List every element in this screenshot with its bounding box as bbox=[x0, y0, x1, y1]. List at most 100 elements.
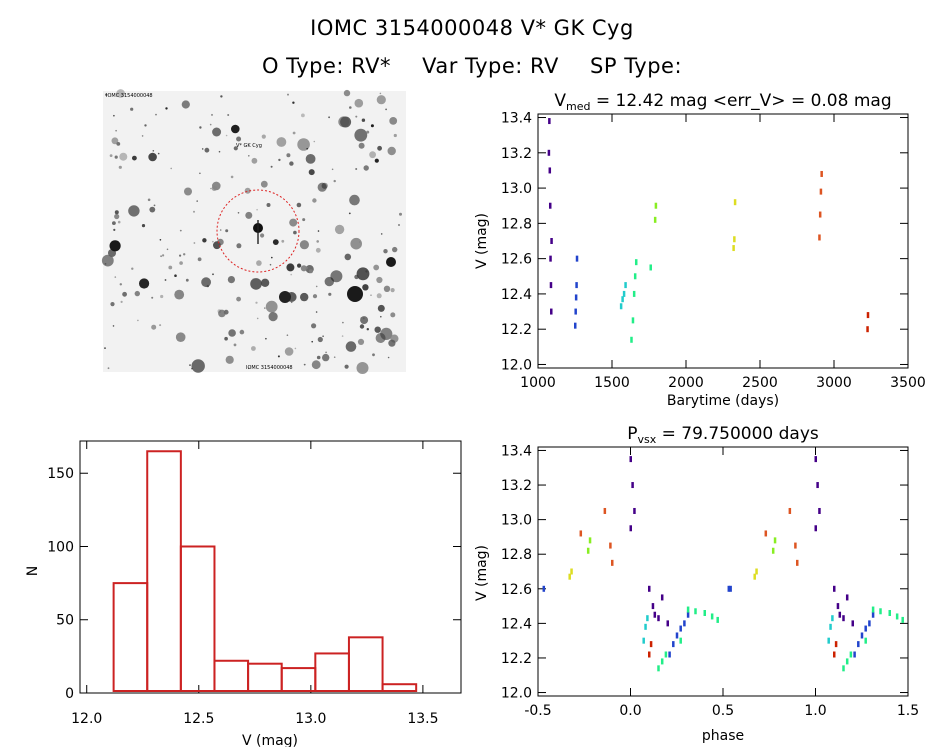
phased-point bbox=[901, 616, 904, 623]
lightcurve-point bbox=[632, 290, 636, 297]
finder-star bbox=[193, 242, 196, 244]
finder-star bbox=[377, 145, 382, 151]
histogram-xlabel: V (mag) bbox=[242, 733, 298, 747]
phased-point bbox=[753, 573, 756, 580]
lightcurve-point bbox=[619, 303, 623, 310]
finder-star bbox=[157, 152, 160, 155]
lightcurve-ylabel: V (mag) bbox=[474, 213, 490, 269]
finder-star bbox=[287, 93, 289, 96]
finder-star bbox=[206, 284, 209, 288]
finder-star bbox=[289, 161, 294, 166]
phased-point bbox=[653, 611, 657, 618]
finder-star bbox=[179, 261, 183, 265]
finder-star bbox=[113, 114, 115, 117]
finder-image: IOMC 3154000048 V* GK Cyg IOMC 315400004… bbox=[101, 89, 406, 374]
lightcurve-point bbox=[549, 282, 553, 289]
finder-star bbox=[363, 165, 369, 171]
finder-star bbox=[293, 230, 297, 235]
lightcurve-point bbox=[653, 216, 657, 223]
finder-star bbox=[265, 337, 267, 340]
finder-star bbox=[179, 254, 182, 257]
finder-star bbox=[162, 254, 165, 257]
lightcurve-point bbox=[574, 308, 577, 315]
finder-star bbox=[390, 312, 396, 318]
sptype-label: SP Type: bbox=[590, 54, 683, 78]
finder-star bbox=[255, 301, 258, 304]
y-tick-label: 13.4 bbox=[501, 443, 532, 459]
finder-star bbox=[114, 213, 120, 220]
finder-star bbox=[358, 142, 365, 149]
finder-star bbox=[239, 329, 245, 335]
x-tick-label: 2000 bbox=[668, 375, 704, 391]
x-tick-label: 2500 bbox=[742, 375, 778, 391]
finder-star bbox=[376, 293, 382, 299]
finder-star bbox=[350, 237, 363, 250]
lightcurve-point bbox=[550, 238, 553, 244]
finder-star bbox=[153, 204, 156, 207]
phased-point bbox=[679, 637, 682, 644]
lightcurve-frame bbox=[537, 113, 909, 369]
finder-star bbox=[328, 116, 330, 119]
y-tick-label: 12.2 bbox=[501, 322, 532, 338]
finder-star bbox=[139, 278, 150, 289]
finder-star bbox=[160, 255, 163, 258]
phased-point bbox=[660, 658, 664, 665]
y-tick-label: 50 bbox=[56, 613, 74, 629]
y-tick-label: 13.2 bbox=[501, 478, 532, 494]
phased-point bbox=[796, 559, 799, 566]
x-tick-label: 1500 bbox=[594, 375, 630, 391]
finder-label-bottom: IOMC 3154000048 bbox=[246, 365, 293, 371]
finder-star bbox=[354, 98, 364, 108]
finder-star bbox=[256, 260, 262, 266]
finder-star bbox=[237, 212, 240, 214]
y-tick-label: 12.0 bbox=[501, 357, 532, 373]
finder-star bbox=[347, 286, 363, 302]
finder-star bbox=[286, 334, 289, 337]
finder-star bbox=[333, 356, 336, 359]
finder-star bbox=[277, 355, 280, 358]
y-tick-label: 12.6 bbox=[501, 582, 532, 598]
finder-star bbox=[296, 202, 302, 208]
phased-point bbox=[694, 608, 697, 615]
finder-star bbox=[303, 363, 306, 366]
finder-star bbox=[196, 200, 198, 202]
finder-star bbox=[250, 278, 262, 290]
finder-star bbox=[115, 129, 117, 132]
finder-star bbox=[174, 289, 185, 300]
finder-star bbox=[349, 106, 352, 109]
finder-star bbox=[380, 233, 383, 235]
lightcurve-point bbox=[624, 282, 627, 289]
finder-star bbox=[132, 155, 137, 161]
finder-star bbox=[294, 347, 297, 350]
finder-star bbox=[297, 263, 302, 268]
phased-point bbox=[871, 606, 875, 613]
finder-star bbox=[112, 325, 115, 327]
finder-star bbox=[330, 270, 343, 283]
lightcurve-chart: Vmed = 12.42 mag <err_V> = 0.08 mag Bary… bbox=[474, 91, 926, 409]
lightcurve-title: Vmed = 12.42 mag <err_V> = 0.08 mag bbox=[554, 91, 891, 113]
histogram-bar bbox=[112, 582, 149, 692]
phased-point bbox=[651, 603, 655, 610]
phased-frame bbox=[537, 446, 909, 697]
phased-point bbox=[664, 651, 668, 658]
phased-point bbox=[842, 615, 845, 622]
finder-star bbox=[297, 138, 310, 151]
finder-star bbox=[370, 124, 374, 128]
finder-star bbox=[311, 360, 321, 370]
finder-star bbox=[164, 279, 167, 281]
histogram-bar bbox=[213, 659, 250, 693]
finder-star bbox=[210, 187, 212, 190]
x-tick-label: 1000 bbox=[520, 375, 556, 391]
histogram-bar bbox=[179, 545, 216, 692]
finder-star bbox=[119, 152, 128, 161]
finder-star bbox=[270, 165, 273, 168]
finder-star bbox=[360, 316, 369, 325]
finder-star bbox=[168, 265, 173, 270]
phased-point bbox=[672, 641, 675, 648]
finder-star bbox=[383, 285, 391, 292]
finder-star bbox=[308, 169, 315, 176]
y-tick-label: 12.8 bbox=[501, 216, 532, 232]
lightcurve-point bbox=[733, 199, 737, 206]
finder-star bbox=[218, 309, 226, 318]
finder-star bbox=[271, 256, 273, 259]
